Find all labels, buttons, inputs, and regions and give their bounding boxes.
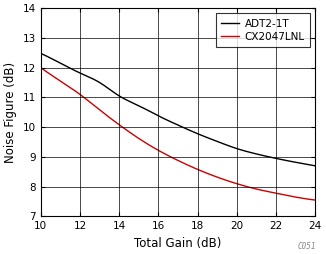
ADT2-1T [313,164,317,167]
ADT2-1T [270,156,274,159]
ADT2-1T [201,134,205,137]
ADT2-1T [202,135,206,138]
Line: ADT2-1T: ADT2-1T [41,53,315,166]
CX2047LNL [313,199,317,202]
CX2047LNL [40,67,44,70]
ADT2-1T [39,52,43,55]
X-axis label: Total Gain (dB): Total Gain (dB) [134,237,222,250]
Text: C051: C051 [298,243,316,251]
Legend: ADT2-1T, CX2047LNL: ADT2-1T, CX2047LNL [215,13,310,47]
CX2047LNL [202,171,206,174]
CX2047LNL [201,170,205,173]
CX2047LNL [288,194,291,197]
CX2047LNL [39,66,43,69]
CX2047LNL [270,191,274,194]
Line: CX2047LNL: CX2047LNL [41,68,315,200]
CX2047LNL [207,172,211,176]
Y-axis label: Noise Figure (dB): Noise Figure (dB) [4,62,17,163]
ADT2-1T [207,137,211,140]
ADT2-1T [40,52,44,55]
ADT2-1T [288,160,291,163]
